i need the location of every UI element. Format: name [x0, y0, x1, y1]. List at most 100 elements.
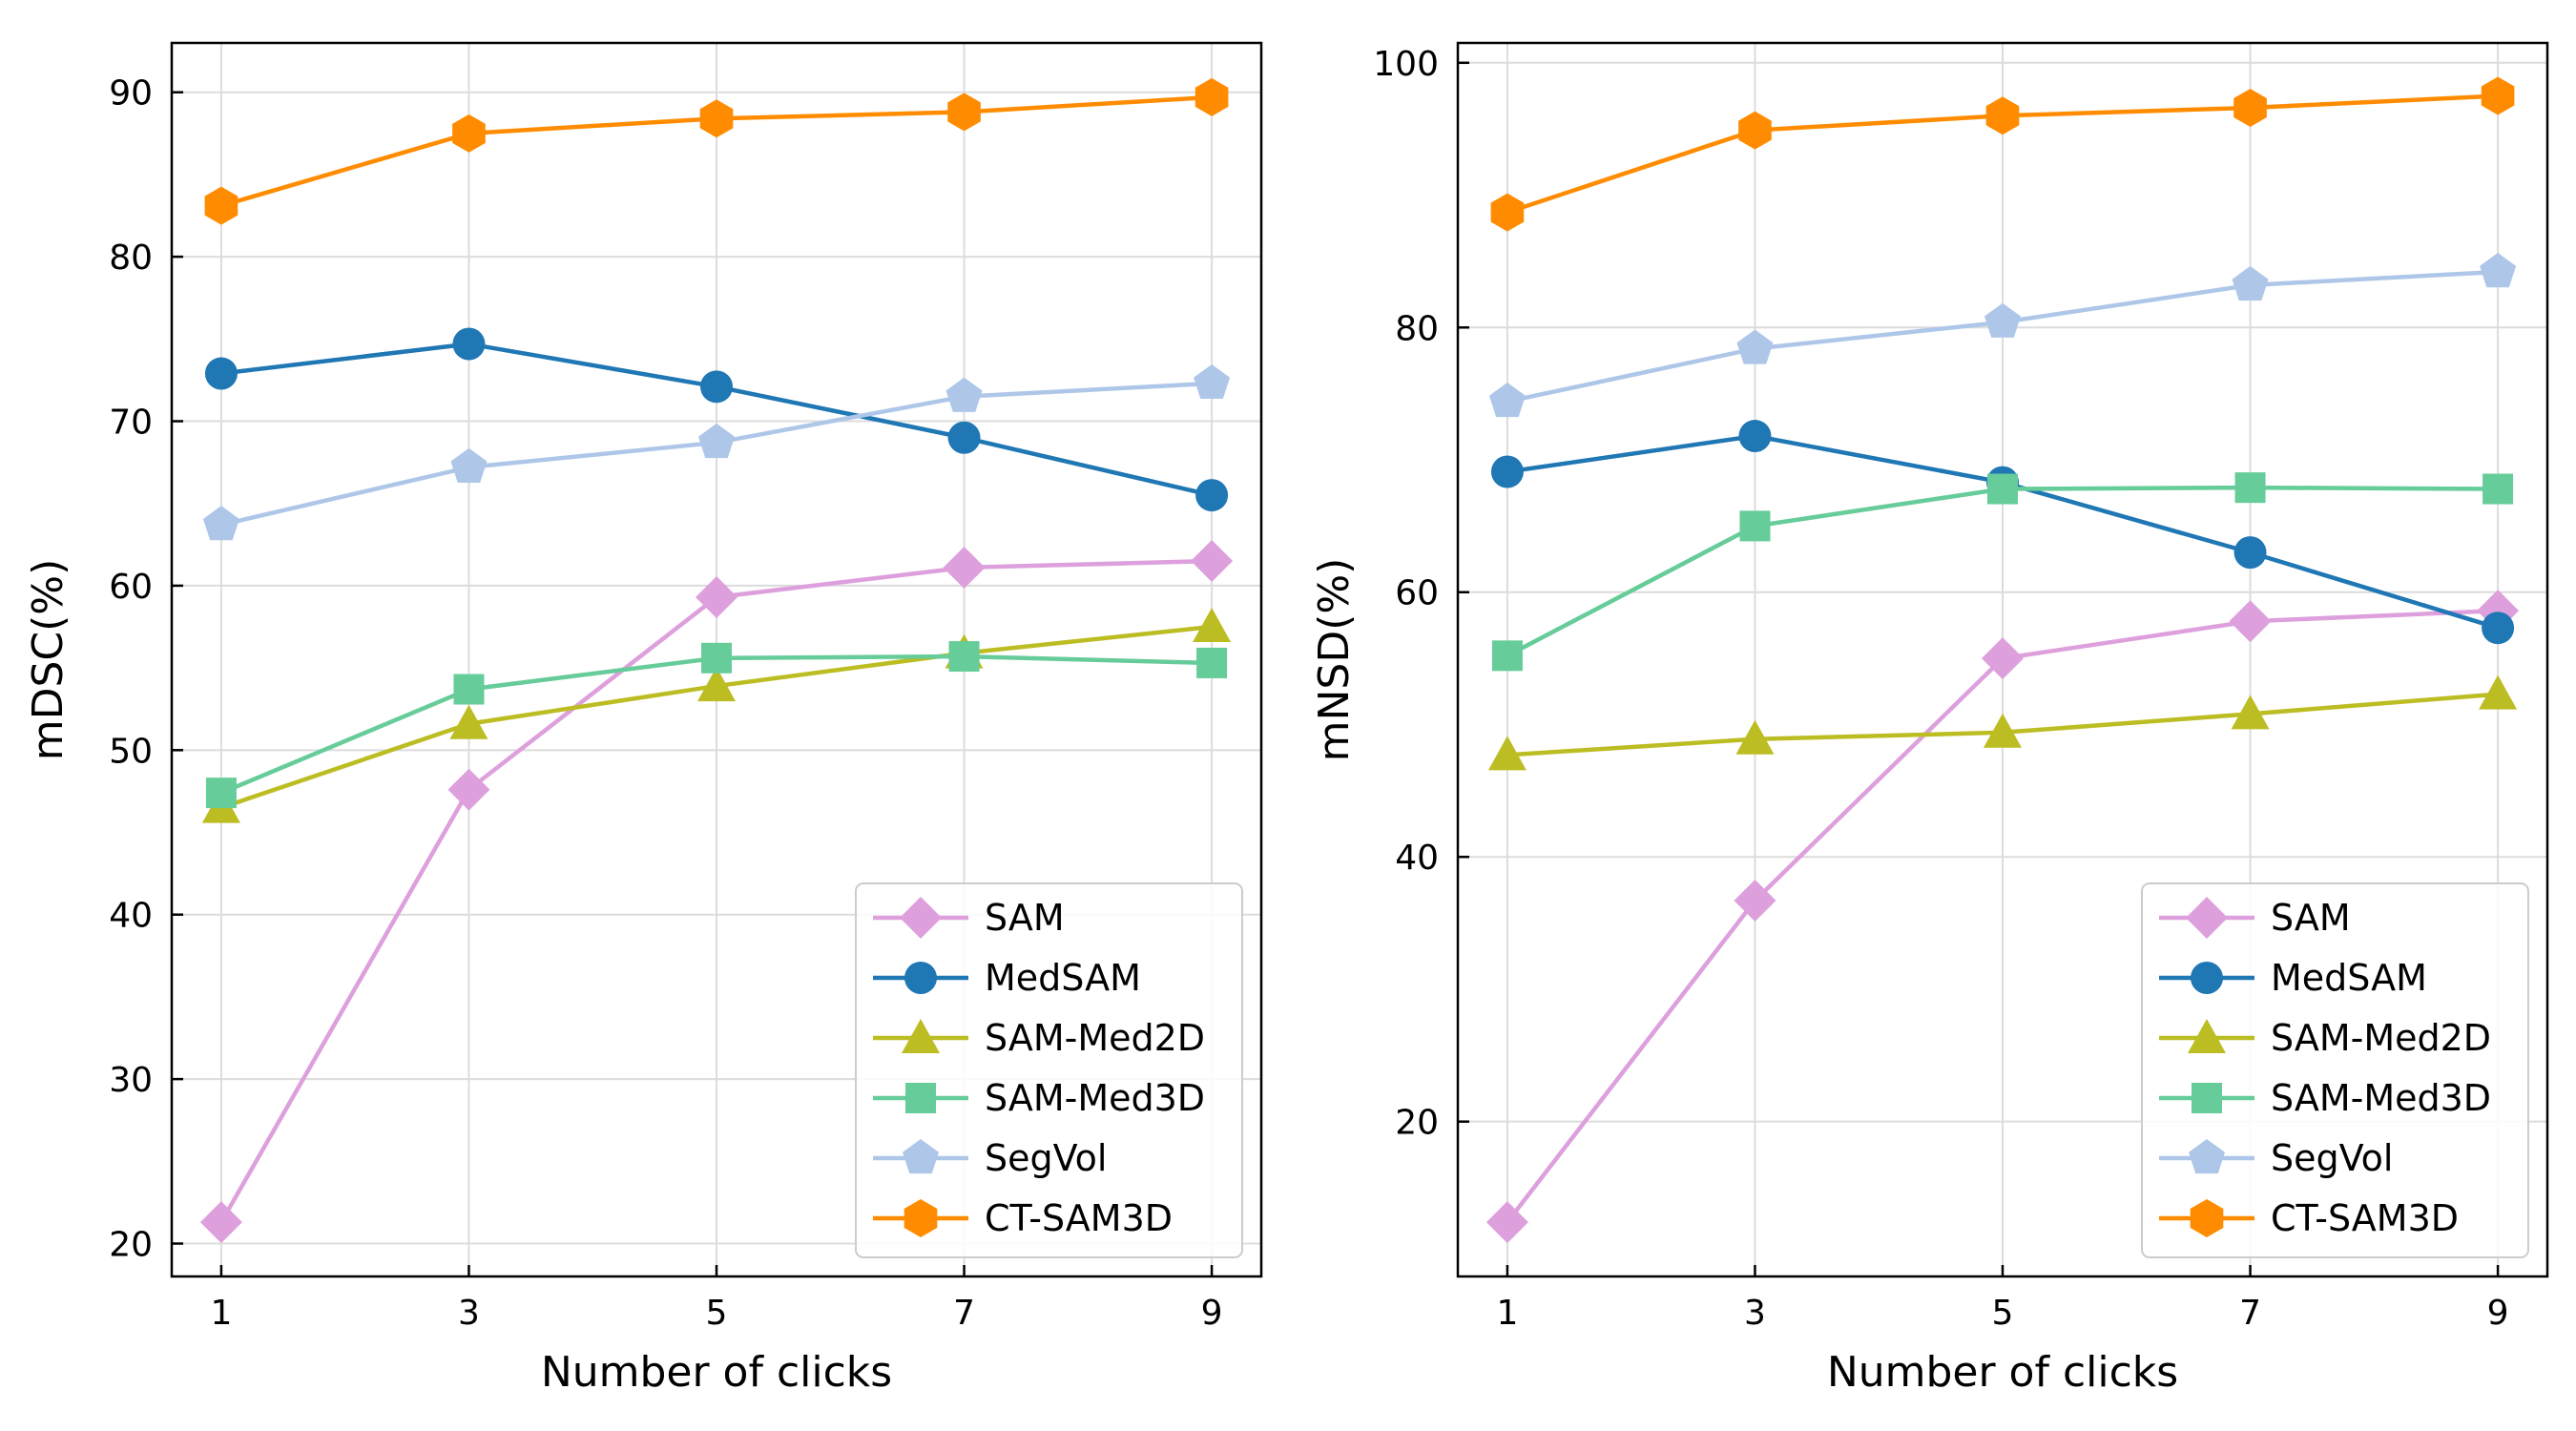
x-tick-label: 7	[2239, 1294, 2261, 1333]
data-point	[699, 99, 734, 138]
data-point	[1984, 713, 2022, 748]
series-sam-med3d	[1491, 472, 2514, 672]
data-point	[2232, 265, 2269, 301]
data-point	[453, 674, 485, 705]
data-point	[2234, 472, 2266, 504]
data-point	[1195, 479, 1229, 512]
legend-label: SAM	[2271, 897, 2351, 939]
legend-label: CT-SAM3D	[2271, 1197, 2459, 1239]
data-point	[943, 546, 986, 589]
data-point	[2231, 695, 2270, 730]
data-point	[697, 667, 736, 702]
y-axis-label: mNSD(%)	[1310, 558, 1359, 762]
data-point	[696, 575, 737, 618]
data-point	[948, 641, 980, 673]
series-segvol	[202, 363, 1231, 541]
y-tick-label: 80	[1395, 309, 1439, 348]
legend-marker	[905, 1083, 936, 1113]
data-point	[701, 642, 732, 674]
legend-label: SAM-Med2D	[2271, 1017, 2491, 1059]
legend-label: SAM	[985, 897, 1065, 939]
y-tick-label: 60	[1395, 574, 1439, 613]
data-point	[1491, 640, 1523, 672]
data-point	[205, 778, 237, 809]
series-medsam	[204, 327, 1229, 512]
data-point	[2229, 600, 2272, 643]
x-tick-label: 7	[953, 1294, 975, 1333]
series-segvol	[1488, 253, 2517, 418]
legend-marker	[2186, 897, 2228, 939]
data-point	[1490, 455, 1524, 488]
legend-item: MedSAM	[873, 957, 1141, 999]
data-point	[204, 186, 239, 225]
y-tick-label: 40	[1395, 839, 1439, 878]
legend-item: CT-SAM3D	[2159, 1197, 2459, 1239]
data-point	[2233, 88, 2267, 127]
data-point	[947, 421, 981, 454]
series-ct-sam3d	[1490, 76, 2515, 232]
legend-label: SAM-Med3D	[2271, 1077, 2491, 1119]
series-sam-med3d	[205, 641, 1228, 809]
data-point	[2479, 674, 2518, 710]
series-sam	[199, 540, 1234, 1244]
data-point	[199, 1201, 242, 1244]
data-point	[452, 114, 486, 153]
x-axis-label: Number of clicks	[1827, 1348, 2178, 1397]
legend-item: SegVol	[2159, 1137, 2393, 1179]
y-tick-label: 40	[109, 897, 153, 936]
data-point	[945, 377, 983, 412]
legend-marker	[904, 962, 937, 994]
data-point	[1987, 473, 2018, 505]
legend-item: MedSAM	[2159, 957, 2427, 999]
legend-marker	[2188, 1019, 2226, 1053]
legend-item: SAM-Med2D	[873, 1017, 1205, 1059]
legend-item: SegVol	[873, 1137, 1107, 1179]
data-point	[1734, 879, 1776, 922]
legend: SAM MedSAM SAM-Med2D SAM-Med3D SegVol CT-SAM3…	[2141, 882, 2529, 1258]
data-point	[204, 357, 238, 390]
legend-marker	[2188, 1139, 2226, 1174]
legend-item: SAM	[2159, 897, 2351, 939]
data-point	[1985, 96, 2020, 135]
legend-item: SAM	[873, 897, 1065, 939]
data-point	[1739, 510, 1771, 542]
x-tick-label: 1	[1496, 1294, 1518, 1333]
y-tick-label: 30	[109, 1061, 153, 1100]
x-tick-label: 9	[1201, 1294, 1223, 1333]
data-point	[202, 506, 239, 541]
x-tick-label: 5	[706, 1294, 728, 1333]
legend-marker	[2190, 1199, 2224, 1237]
y-axis-label: mDSC(%)	[24, 559, 73, 761]
y-tick-label: 70	[109, 404, 153, 443]
legend-label: SegVol	[985, 1137, 1107, 1179]
data-point	[2482, 612, 2515, 645]
x-tick-label: 9	[2487, 1294, 2509, 1333]
data-point	[1738, 111, 1772, 150]
legend-marker	[2192, 1083, 2222, 1113]
data-point	[1735, 719, 1775, 755]
data-point	[2233, 536, 2267, 570]
x-tick-label: 5	[1992, 1294, 2014, 1333]
data-point	[450, 447, 488, 483]
y-tick-label: 20	[1395, 1104, 1439, 1143]
legend-label: SegVol	[2271, 1137, 2393, 1179]
legend-item: CT-SAM3D	[873, 1197, 1173, 1239]
data-point	[1984, 302, 2022, 338]
data-point	[947, 93, 981, 132]
data-point	[1487, 736, 1527, 771]
y-tick-label: 80	[109, 238, 153, 278]
y-tick-label: 60	[109, 568, 153, 607]
data-point	[1194, 363, 1231, 400]
data-point	[452, 327, 486, 361]
y-tick-label: 50	[109, 732, 153, 771]
legend-marker	[900, 897, 942, 939]
legend-marker	[902, 1019, 940, 1053]
data-point	[1191, 540, 1234, 583]
data-point	[447, 768, 490, 811]
data-point	[1736, 329, 1774, 364]
legend-label: SAM-Med2D	[985, 1017, 1205, 1059]
legend-item: SAM-Med3D	[873, 1077, 1205, 1119]
legend-marker	[2191, 962, 2223, 994]
panel-right-mnsd: 1 3 5 7 9 20 40 60 80 100 Number of clicks mNSD(%) S…	[1310, 41, 2549, 1397]
